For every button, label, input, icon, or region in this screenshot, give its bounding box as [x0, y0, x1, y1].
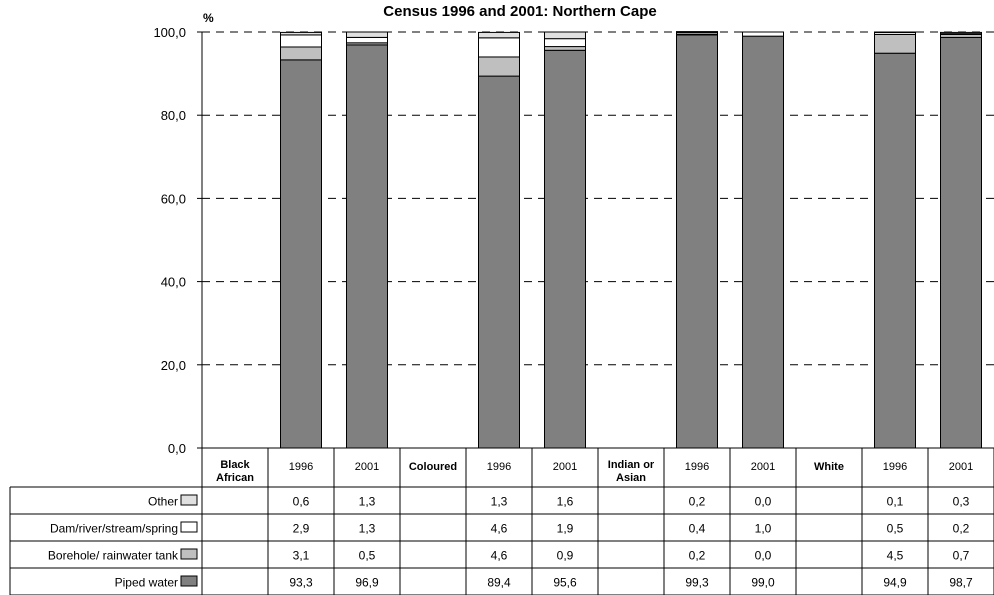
table-value: 0,0 [755, 495, 772, 509]
table-value: 96,9 [355, 576, 379, 590]
table-value: 0,9 [557, 549, 574, 563]
bar-segment-borehole-rainwater-tank [478, 56, 520, 77]
category-year-label: 1996 [487, 461, 511, 473]
category-year-label: 2001 [949, 461, 973, 473]
y-tick-label: 0,0 [168, 441, 186, 456]
bar-segment-dam-river-stream-spring [280, 34, 322, 48]
bar-segment-other [280, 31, 322, 36]
legend-swatch [180, 494, 198, 506]
bar-segment-piped-water [742, 35, 784, 449]
table-value: 3,1 [293, 549, 310, 563]
category-group-label: Coloured [409, 461, 457, 473]
bar-segment-borehole-rainwater-tank [544, 46, 586, 51]
bar-segment-piped-water [676, 34, 718, 449]
legend-label: Dam/river/stream/spring [50, 522, 178, 536]
table-value: 0,5 [887, 522, 904, 536]
legend-swatch [180, 575, 198, 587]
table-value: 93,3 [289, 576, 313, 590]
table-value: 1,0 [755, 522, 772, 536]
bar-segment-piped-water [940, 36, 982, 449]
bar-segment-dam-river-stream-spring [346, 36, 388, 44]
bar-segment-dam-river-stream-spring [478, 37, 520, 58]
table-value: 0,2 [953, 522, 970, 536]
table-value: 94,9 [883, 576, 907, 590]
bar-segment-borehole-rainwater-tank [874, 33, 916, 54]
category-year-label: 1996 [883, 461, 907, 473]
bar-segment-piped-water [478, 75, 520, 449]
table-value: 1,3 [359, 522, 376, 536]
table-value: 99,3 [685, 576, 709, 590]
chart-title: Census 1996 and 2001: Northern Cape [383, 3, 656, 20]
table-value: 0,7 [953, 549, 970, 563]
category-group-label: White [814, 461, 844, 473]
legend-label: Borehole/ rainwater tank [48, 549, 179, 563]
table-value: 2,9 [293, 522, 310, 536]
legend-swatch [180, 521, 198, 533]
y-tick-label: 40,0 [161, 275, 186, 290]
category-year-label: 2001 [355, 461, 379, 473]
table-value: 4,6 [491, 522, 508, 536]
table-value: 1,3 [359, 495, 376, 509]
table-value: 0,2 [689, 495, 706, 509]
table-value: 0,0 [755, 549, 772, 563]
legend-label: Other [148, 495, 178, 509]
bar-segment-piped-water [874, 52, 916, 449]
category-group-label: Indian or Asian [608, 459, 655, 484]
category-year-label: 2001 [751, 461, 775, 473]
bar-segment-dam-river-stream-spring [742, 31, 784, 37]
bar-segment-other [874, 31, 916, 34]
bar-segment-other [478, 31, 520, 39]
category-year-label: 1996 [289, 461, 313, 473]
category-year-label: 2001 [553, 461, 577, 473]
table-value: 4,6 [491, 549, 508, 563]
table-value: 98,7 [949, 576, 973, 590]
category-year-label: 1996 [685, 461, 709, 473]
y-tick-label: 100,0 [153, 25, 186, 40]
category-group-label: Black African [216, 459, 254, 484]
y-axis-label: % [203, 11, 214, 25]
table-value: 0,4 [689, 522, 706, 536]
table-value: 4,5 [887, 549, 904, 563]
bar-segment-piped-water [280, 59, 322, 449]
legend-label: Piped water [115, 576, 178, 590]
y-tick-label: 60,0 [161, 191, 186, 206]
bar-segment-other [544, 31, 586, 40]
y-tick-label: 80,0 [161, 108, 186, 123]
table-value: 95,6 [553, 576, 577, 590]
legend-swatch [180, 548, 198, 560]
bar-segment-borehole-rainwater-tank [280, 46, 322, 61]
bar-segment-other [940, 31, 982, 35]
bar-segment-other [346, 31, 388, 38]
table-value: 0,5 [359, 549, 376, 563]
table-value: 99,0 [751, 576, 775, 590]
bar-segment-dam-river-stream-spring [544, 38, 586, 48]
table-value: 0,3 [953, 495, 970, 509]
bar-segment-piped-water [544, 49, 586, 449]
table-value: 89,4 [487, 576, 511, 590]
table-value: 0,6 [293, 495, 310, 509]
table-value: 1,9 [557, 522, 574, 536]
bar-segment-other [676, 31, 718, 33]
table-value: 1,3 [491, 495, 508, 509]
table-value: 0,1 [887, 495, 904, 509]
bar-segment-piped-water [346, 44, 388, 449]
y-tick-label: 20,0 [161, 358, 186, 373]
table-value: 0,2 [689, 549, 706, 563]
table-value: 1,6 [557, 495, 574, 509]
